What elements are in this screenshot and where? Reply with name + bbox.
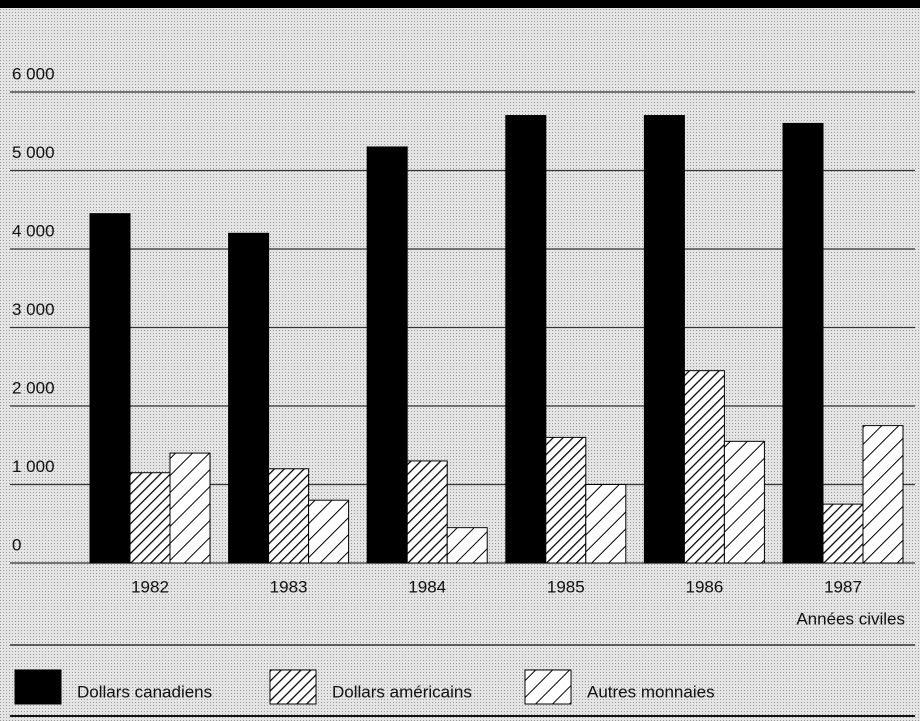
bar	[406, 460, 448, 564]
bar	[89, 213, 131, 564]
y-tick-label: 6 000	[12, 64, 55, 83]
bar	[545, 436, 587, 564]
top-rule	[0, 0, 920, 8]
x-tick-label: 1983	[270, 577, 308, 596]
bar	[585, 484, 627, 564]
bar	[228, 232, 270, 564]
x-axis-title: Années civiles	[796, 609, 905, 628]
legend-swatch	[269, 669, 317, 705]
x-tick-label: 1985	[547, 577, 585, 596]
bar	[683, 370, 725, 564]
y-tick-label: 0	[12, 535, 21, 554]
x-tick-label: 1984	[408, 577, 446, 596]
bar	[643, 115, 685, 564]
legend-swatch	[14, 669, 62, 705]
bar	[862, 425, 904, 564]
bar	[782, 122, 824, 564]
legend-label: Autres monnaies	[587, 682, 715, 701]
legend-label: Dollars canadiens	[77, 682, 212, 701]
bar	[505, 115, 547, 564]
y-tick-label: 5 000	[12, 143, 55, 162]
bar	[366, 146, 408, 564]
bar	[723, 440, 765, 564]
bar	[129, 472, 171, 564]
y-tick-label: 4 000	[12, 221, 55, 240]
bar	[169, 452, 211, 564]
bar	[822, 503, 864, 564]
y-tick-label: 3 000	[12, 300, 55, 319]
y-tick-label: 1 000	[12, 457, 55, 476]
y-tick-label: 2 000	[12, 378, 55, 397]
bar	[268, 468, 310, 564]
x-tick-label: 1987	[824, 577, 862, 596]
x-tick-label: 1982	[131, 577, 169, 596]
legend-swatch	[524, 669, 572, 705]
x-tick-label: 1986	[685, 577, 723, 596]
legend-label: Dollars américains	[332, 682, 472, 701]
bar	[446, 527, 488, 564]
bar	[308, 499, 350, 564]
